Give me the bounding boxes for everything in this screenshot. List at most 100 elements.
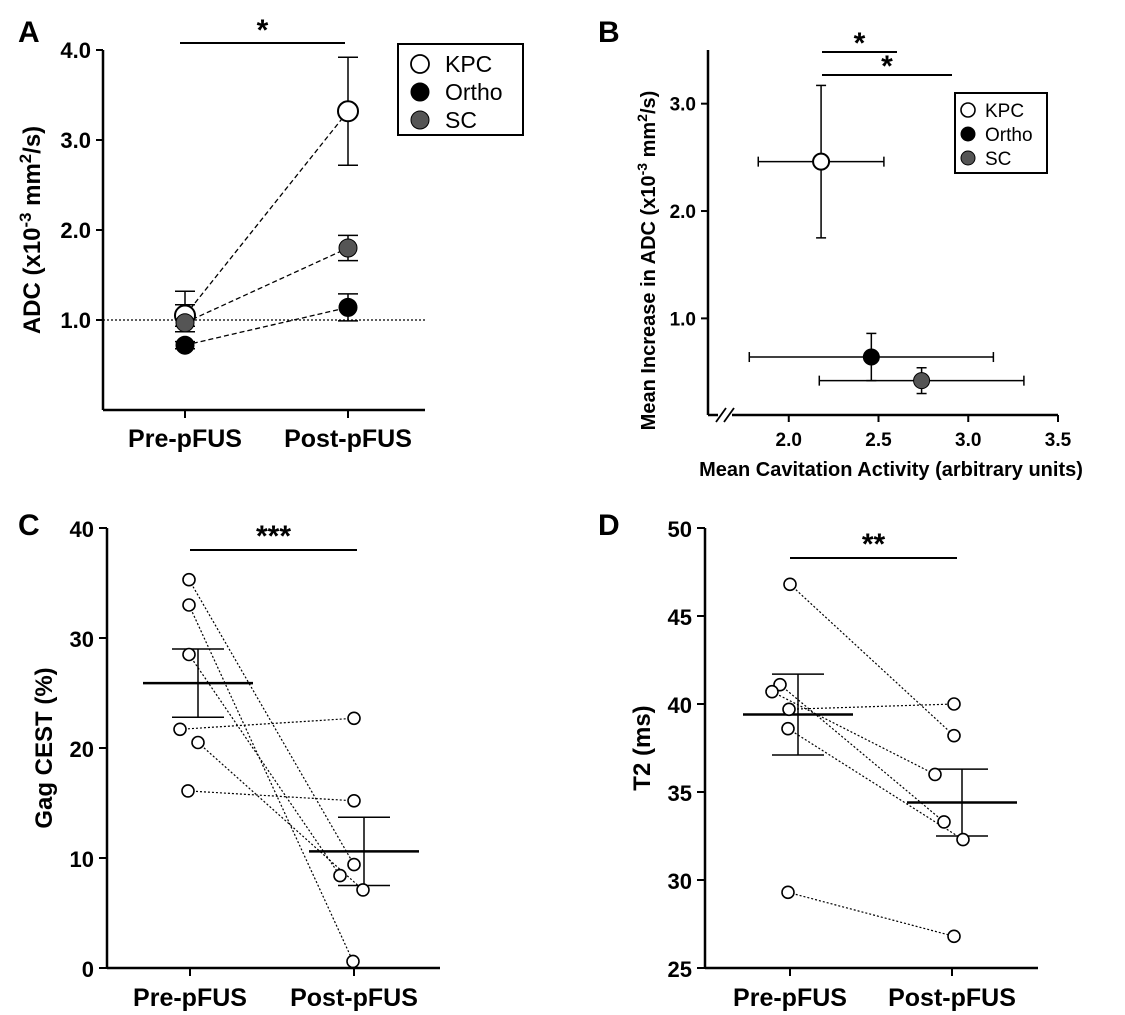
- y-axis-title-part: mm: [638, 122, 660, 163]
- x-category-label: Post-pFUS: [888, 984, 1016, 1012]
- series-kpc-connector: [184, 110, 349, 316]
- subject-point-post: [947, 929, 961, 944]
- legend-label-ortho: Ortho: [445, 79, 503, 105]
- series-sc-connector: [184, 247, 349, 324]
- significance-d-label: **: [862, 528, 886, 561]
- y-tick-label: 1.0: [60, 308, 91, 333]
- y-axis-title-part: Mean Increase in ADC (x10: [638, 175, 660, 430]
- x-axis-title: Mean Cavitation Activity (arbitrary unit…: [699, 459, 1083, 481]
- subject-connector: [787, 728, 964, 841]
- x-category-label: Pre-pFUS: [128, 425, 242, 453]
- y-tick-label: 40: [668, 693, 692, 718]
- y-axis-title-superscript: -3: [16, 213, 35, 228]
- y-tick-label: 30: [668, 869, 692, 894]
- y-tick-label: 35: [668, 781, 692, 806]
- point-kpc: [812, 152, 831, 171]
- subject-connector: [788, 703, 955, 710]
- legend-marker-ortho: [960, 126, 976, 142]
- y-tick-label: 50: [668, 517, 692, 542]
- panel-a: A 1.0 2.0 3.0 4.0 Pre-pFUS Post-pFUS ADC (x10-3…: [16, 14, 524, 453]
- subject-point-pre: [181, 784, 195, 798]
- y-tick-label: 40: [70, 517, 94, 542]
- y-tick-label: 10: [70, 847, 94, 872]
- subject-point-post: [956, 832, 970, 847]
- legend-marker-sc: [410, 110, 430, 130]
- legend-marker-sc: [960, 150, 976, 166]
- subject-point-post: [937, 815, 951, 829]
- subject-point-post: [333, 868, 347, 883]
- series-kpc-point: [337, 100, 359, 123]
- legend-label-sc: SC: [985, 149, 1011, 170]
- subject-point-post: [347, 793, 361, 808]
- subject-connector: [789, 583, 955, 737]
- y-tick-label: 4.0: [60, 38, 91, 63]
- series-ortho-point: [175, 335, 195, 355]
- y-tick-label: 1.0: [670, 309, 696, 330]
- legend-marker-kpc: [410, 54, 430, 74]
- subject-point-post: [928, 767, 942, 782]
- significance-b1-label: *: [854, 27, 866, 60]
- subject-point-post: [347, 711, 361, 726]
- panel-letter-a: A: [18, 16, 40, 49]
- y-axis-title-part: /s): [19, 126, 46, 154]
- point-ortho: [862, 348, 880, 366]
- y-axis-title-superscript: 2: [16, 154, 35, 163]
- x-tick-label: 2.0: [776, 430, 802, 451]
- x-category-label: Post-pFUS: [290, 984, 418, 1012]
- subject-point-pre: [182, 647, 196, 662]
- subject-connector: [197, 742, 364, 891]
- panel-letter-c: C: [18, 509, 40, 542]
- panel-letter-b: B: [598, 16, 620, 49]
- panel-b: B 1.0 2.0 3.0 2.0 2.5 3.0 3.5 Mean Cavitation Ac…: [598, 16, 1083, 481]
- significance-c-label: ***: [256, 520, 291, 553]
- subject-point-post: [356, 883, 370, 897]
- legend-marker-ortho: [410, 82, 430, 102]
- subject-point-post: [947, 728, 961, 743]
- x-category-label: Post-pFUS: [284, 425, 412, 453]
- subject-connector: [188, 579, 355, 865]
- x-tick-label: 3.0: [955, 430, 981, 451]
- subject-point-post: [347, 857, 361, 872]
- significance-a-label: *: [257, 14, 269, 47]
- subject-point-pre: [781, 885, 795, 900]
- y-axis-title-superscript: 2: [634, 114, 650, 122]
- y-tick-label: 2.0: [60, 218, 91, 243]
- y-axis-title: Gag CEST (%): [31, 667, 58, 828]
- legend-label-sc: SC: [445, 107, 477, 133]
- legend-label-ortho: Ortho: [985, 125, 1033, 146]
- subject-connector: [787, 891, 955, 937]
- subject-point-post: [947, 697, 961, 711]
- x-tick-label: 2.5: [865, 430, 892, 451]
- legend-label-kpc: KPC: [445, 51, 492, 77]
- axis-break-gap: [718, 405, 732, 425]
- subject-point-pre: [182, 572, 196, 587]
- legend-label-kpc: KPC: [985, 101, 1024, 122]
- panel-d: D 25 30 35 40 45 50 Pre-pFUS Post-pFUS T2 (ms) **: [598, 509, 1038, 1012]
- subject-point-pre: [182, 598, 196, 612]
- axis-break-mark: [715, 407, 727, 423]
- y-tick-label: 3.0: [670, 95, 696, 116]
- subject-point-pre: [173, 722, 187, 737]
- series-sc-point: [175, 313, 195, 333]
- y-axis-title: T2 (ms): [629, 705, 656, 790]
- subject-point-pre: [782, 702, 796, 717]
- subject-connector: [188, 604, 354, 962]
- significance-b2-label: *: [881, 50, 893, 83]
- panel-letter-d: D: [598, 509, 620, 542]
- y-tick-label: 3.0: [60, 128, 91, 153]
- y-tick-label: 25: [668, 957, 692, 982]
- y-tick-label: 20: [70, 737, 94, 762]
- subject-connector: [188, 654, 341, 876]
- y-tick-label: 0: [82, 957, 94, 982]
- y-axis-title-part: /s): [638, 91, 660, 114]
- subject-point-pre: [765, 684, 779, 699]
- x-category-label: Pre-pFUS: [733, 984, 847, 1012]
- y-tick-label: 30: [70, 627, 94, 652]
- point-sc: [913, 372, 931, 390]
- y-tick-label: 45: [668, 605, 692, 630]
- subject-point-pre: [783, 577, 797, 592]
- subject-point-post: [346, 954, 360, 969]
- axis-break-mark: [723, 407, 735, 423]
- series-ortho-point: [338, 297, 358, 317]
